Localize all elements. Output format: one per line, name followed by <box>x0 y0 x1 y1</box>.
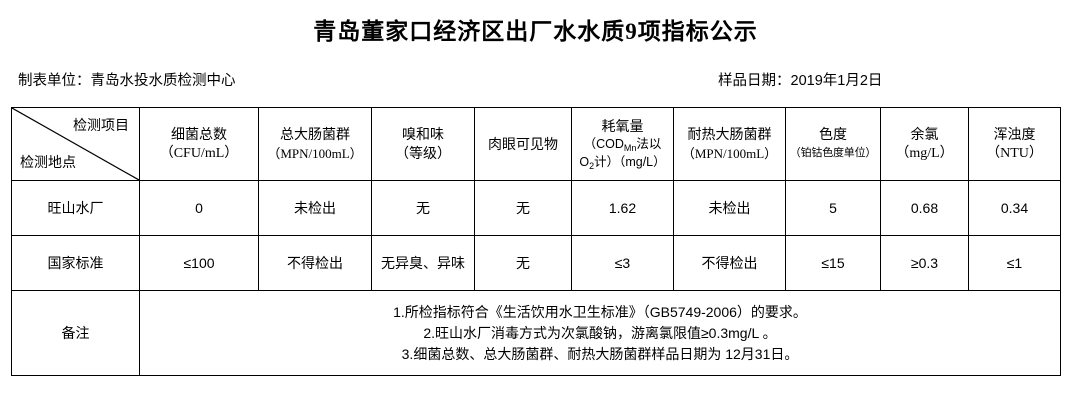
header-col-total-coliform: 总大肠菌群 （MPN/100mL） <box>258 107 372 181</box>
cell-visible-matter: 无 <box>474 235 572 291</box>
cell-residual-chlorine: ≥0.3 <box>880 235 969 291</box>
remarks-body: 1.所检指标符合《生活饮用水卫生标准》（GB5749-2006）的要求。 2.旺… <box>139 290 1061 376</box>
remark-line: 2.旺山水厂消毒方式为次氯酸钠，游离氯限值≥0.3mg/L 。 <box>423 324 777 341</box>
meta-line: 制表单位：青岛水投水质检测中心 样品日期：2019年1月2日 <box>18 70 1053 92</box>
cell-visible-matter: 无 <box>474 180 572 236</box>
col-unit: （NTU） <box>986 146 1043 161</box>
col-unit: （铂钴色度单位） <box>789 147 877 159</box>
header-col-residual-chlorine: 余氯 （mg/L） <box>880 107 969 181</box>
table-row: 旺山水厂 0 未检出 无 无 1.62 未检出 5 0.68 0.34 <box>11 180 1061 236</box>
col-name: 色度 <box>819 126 847 142</box>
col-name: 余氯 <box>910 126 939 142</box>
row-site-name: 国家标准 <box>11 235 140 291</box>
remarks-label: 备注 <box>11 290 140 376</box>
remarks-row: 备注 1.所检指标符合《生活饮用水卫生标准》（GB5749-2006）的要求。 … <box>11 290 1061 376</box>
cell-bacteria-count: 0 <box>139 180 259 236</box>
table-header-row: 检测项目 检测地点 细菌总数 （CFU/mL） 总大肠菌群 （MPN/100mL… <box>11 107 1061 181</box>
header-item-label: 检测项目 <box>73 117 129 133</box>
col-unit: （等级） <box>395 145 451 161</box>
col-unit: （CFU/mL） <box>159 146 239 161</box>
col-unit: （mg/L） <box>895 146 954 161</box>
cell-total-coliform: 未检出 <box>258 180 372 236</box>
cell-oxygen-consumption: 1.62 <box>571 180 674 236</box>
cell-bacteria-count: ≤100 <box>139 235 259 291</box>
cell-total-coliform: 不得检出 <box>258 235 372 291</box>
col-name: 肉眼可见物 <box>488 135 558 152</box>
header-col-visible-matter: 肉眼可见物 <box>474 107 572 181</box>
row-site-name: 旺山水厂 <box>11 180 140 236</box>
header-col-oxygen-consumption: 耗氧量 （CODMn法以 O2计）（mg/L） <box>571 107 674 181</box>
header-col-bacteria-count: 细菌总数 （CFU/mL） <box>139 107 259 181</box>
cell-oxygen-consumption: ≤3 <box>571 235 674 291</box>
cell-residual-chlorine: 0.68 <box>880 180 969 236</box>
maker-unit-label: 制表单位：青岛水投水质检测中心 <box>18 73 236 89</box>
water-quality-table: 检测项目 检测地点 细菌总数 （CFU/mL） 总大肠菌群 （MPN/100mL… <box>11 107 1061 376</box>
col-name: 耗氧量 <box>601 117 644 134</box>
sample-date-label: 样品日期：2019年1月2日 <box>718 73 883 89</box>
header-col-chromaticity: 色度 （铂钴色度单位） <box>785 107 881 181</box>
cell-thermotolerant-coliform: 不得检出 <box>673 235 786 291</box>
table-row: 国家标准 ≤100 不得检出 无异臭、异味 无 ≤3 不得检出 ≤15 ≥0.3… <box>11 235 1061 291</box>
cell-odor-taste: 无 <box>371 180 475 236</box>
cell-turbidity: ≤1 <box>968 235 1061 291</box>
col-name: 总大肠菌群 <box>280 126 350 142</box>
diagonal-divider-icon <box>12 108 139 180</box>
cell-chromaticity: ≤15 <box>785 235 881 291</box>
header-col-turbidity: 浑浊度 （NTU） <box>968 107 1061 181</box>
col-unit: （MPN/100mL） <box>681 146 778 161</box>
header-corner-cell: 检测项目 检测地点 <box>11 107 140 181</box>
header-col-thermotolerant-coliform: 耐热大肠菌群 （MPN/100mL） <box>673 107 786 181</box>
page-title: 青岛董家口经济区出厂水水质9项指标公示 <box>313 19 758 44</box>
header-col-odor-taste: 嗅和味 （等级） <box>371 107 475 181</box>
remark-line: 3.细菌总数、总大肠菌群、耐热大肠菌群样品日期为 12月31日。 <box>401 345 799 362</box>
cell-chromaticity: 5 <box>785 180 881 236</box>
header-site-label: 检测地点 <box>20 154 76 170</box>
col-unit: （CODMn法以 <box>583 136 662 153</box>
col-name: 耐热大肠菌群 <box>687 126 772 142</box>
col-unit: （MPN/100mL） <box>267 146 363 161</box>
cell-thermotolerant-coliform: 未检出 <box>673 180 786 236</box>
cell-turbidity: 0.34 <box>968 180 1061 236</box>
col-name: 浑浊度 <box>993 126 1036 142</box>
cell-odor-taste: 无异臭、异味 <box>371 235 475 291</box>
col-name: 嗅和味 <box>402 126 444 142</box>
remark-line: 1.所检指标符合《生活饮用水卫生标准》（GB5749-2006）的要求。 <box>393 303 807 320</box>
col-unit-cont: O2计）（mg/L） <box>579 154 666 171</box>
col-name: 细菌总数 <box>171 126 227 142</box>
